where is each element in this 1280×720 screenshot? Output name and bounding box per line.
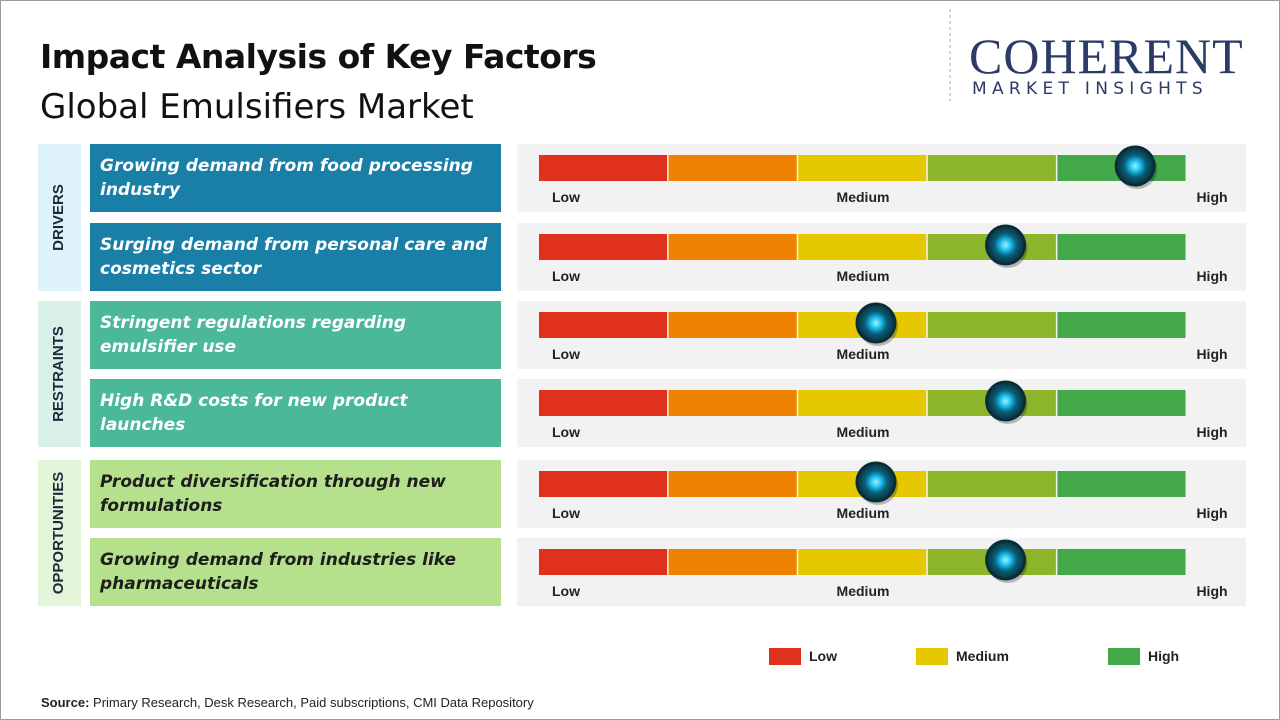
scale-label: Low xyxy=(552,583,580,599)
scale-label: Medium xyxy=(836,505,890,521)
scale-segment xyxy=(798,155,927,181)
legend-swatch xyxy=(1108,648,1140,665)
factor-text: Growing demand from food processing indu… xyxy=(100,156,473,200)
scale-segment xyxy=(668,390,797,416)
scale-segment xyxy=(539,312,668,338)
scale-label: Low xyxy=(552,505,580,521)
scale-segment xyxy=(668,234,797,260)
scale-segment xyxy=(539,155,668,181)
group-label: DRIVERS xyxy=(50,184,67,251)
group-label: RESTRAINTS xyxy=(50,326,67,422)
source: Source: Primary Research, Desk Research,… xyxy=(41,695,534,710)
scale-segment xyxy=(927,471,1056,497)
impact-knob xyxy=(855,461,897,503)
scale-segment xyxy=(1057,390,1186,416)
scale-segment xyxy=(927,312,1056,338)
scale-label: Medium xyxy=(836,189,890,205)
source-text: Primary Research, Desk Research, Paid su… xyxy=(93,695,534,710)
scale-segment xyxy=(668,471,797,497)
logo-name: COHERENT xyxy=(969,28,1244,84)
legend-swatch xyxy=(916,648,948,665)
scale-segment xyxy=(539,549,668,575)
scale-label: Medium xyxy=(836,268,890,284)
impact-knob xyxy=(855,302,897,344)
scale-segment xyxy=(927,155,1056,181)
scale-label: Low xyxy=(552,268,580,284)
factor-text: Stringent regulations regarding emulsifi… xyxy=(100,313,406,357)
scale-segment xyxy=(668,155,797,181)
scale-label: Medium xyxy=(836,583,890,599)
impact-knob xyxy=(1114,145,1156,187)
scale-label: Medium xyxy=(836,346,890,362)
impact-knob xyxy=(985,380,1027,422)
scale-segment xyxy=(1057,312,1186,338)
impact-knob xyxy=(985,539,1027,581)
scale-label: High xyxy=(1196,346,1228,362)
scale-segment xyxy=(1057,234,1186,260)
scale-segment xyxy=(539,471,668,497)
factor-box xyxy=(90,460,501,528)
legend-label: Medium xyxy=(956,648,1009,664)
legend-label: Low xyxy=(809,648,837,664)
factor-box xyxy=(90,379,501,447)
group-band xyxy=(38,144,81,291)
factor-box xyxy=(90,301,501,369)
factor-text: Growing demand from industries like phar… xyxy=(100,550,457,594)
scale-segment xyxy=(1057,549,1186,575)
legend-swatch xyxy=(769,648,801,665)
group-label: OPPORTUNITIES xyxy=(50,472,67,595)
scale-label: High xyxy=(1196,583,1228,599)
scale-label: Medium xyxy=(836,424,890,440)
scale-label: High xyxy=(1196,424,1228,440)
group-band xyxy=(38,301,81,447)
scale-label: Low xyxy=(552,189,580,205)
subtitle: Global Emulsifiers Market xyxy=(40,87,474,127)
impact-knob xyxy=(985,224,1027,266)
scale-label: High xyxy=(1196,268,1228,284)
scale-segment xyxy=(798,549,927,575)
factor-box xyxy=(90,223,501,291)
scale-label: High xyxy=(1196,505,1228,521)
scale-label: Low xyxy=(552,424,580,440)
scale-segment xyxy=(668,312,797,338)
legend-label: High xyxy=(1148,648,1180,664)
scale-segment xyxy=(798,234,927,260)
group-band xyxy=(38,460,81,606)
title: Impact Analysis of Key Factors xyxy=(40,37,597,76)
scale-segment xyxy=(668,549,797,575)
factor-text: High R&D costs for new product launches xyxy=(100,391,408,435)
factor-text: Surging demand from personal care and co… xyxy=(100,235,488,279)
factor-box xyxy=(90,538,501,606)
scale-segment xyxy=(539,234,668,260)
factor-text: Product diversification through new form… xyxy=(100,472,446,516)
factor-box xyxy=(90,144,501,212)
scale-segment xyxy=(798,390,927,416)
source-label: Source: xyxy=(41,695,90,710)
logo-tagline: MARKET INSIGHTS xyxy=(972,79,1208,99)
scale-segment xyxy=(539,390,668,416)
scale-segment xyxy=(1057,471,1186,497)
scale-label: Low xyxy=(552,346,580,362)
scale-label: High xyxy=(1196,189,1228,205)
